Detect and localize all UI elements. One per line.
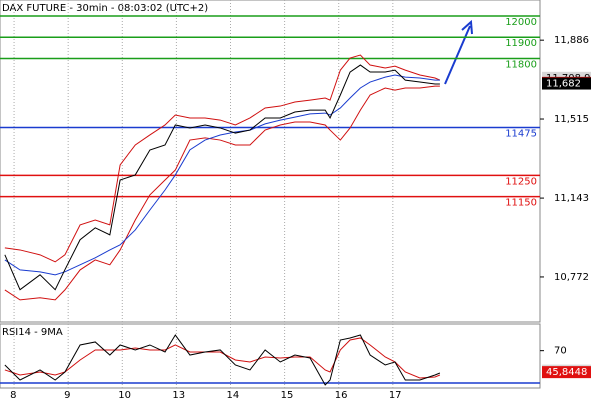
rsi-panel (0, 323, 541, 389)
level-label: 12000 (505, 17, 537, 28)
level-label: 11800 (505, 59, 537, 70)
level-label: 11475 (505, 129, 537, 140)
y-tick-label: 11,886 (554, 35, 589, 46)
x-tick-label: 17 (389, 390, 402, 401)
x-tick-label: 14 (227, 390, 240, 401)
rsi-title: RSI14 - 9MA (2, 327, 63, 338)
price-panel (0, 0, 541, 323)
series-line (4, 64, 440, 291)
price-box (542, 366, 591, 379)
series-line (4, 85, 440, 301)
x-tick-label: 10 (118, 390, 131, 401)
forecast-arrow (444, 19, 473, 85)
series-line (4, 74, 440, 276)
y-tick-label: 10,772 (554, 272, 589, 283)
price-label: 45,8448 (546, 367, 587, 378)
y-tick-label: 11,515 (554, 114, 589, 125)
level-label: 11150 (505, 198, 537, 209)
level-label: 11250 (505, 176, 537, 187)
chart-title: DAX FUTURE - 30min - 08:03:02 (UTC+2) (2, 3, 208, 14)
series-line (4, 54, 441, 263)
price-label: 11,682 (546, 79, 581, 90)
x-tick-label: 15 (281, 390, 294, 401)
price-box (542, 77, 591, 90)
y-tick-label: 11,143 (554, 193, 589, 204)
x-tick-label: 8 (10, 390, 16, 401)
level-label: 11900 (505, 38, 537, 49)
x-tick-label: 9 (64, 390, 70, 401)
y-tick-label: 70 (554, 346, 567, 357)
series-line (4, 334, 441, 386)
x-tick-label: 16 (335, 390, 348, 401)
x-tick-label: 13 (172, 390, 185, 401)
series-line (4, 337, 441, 379)
